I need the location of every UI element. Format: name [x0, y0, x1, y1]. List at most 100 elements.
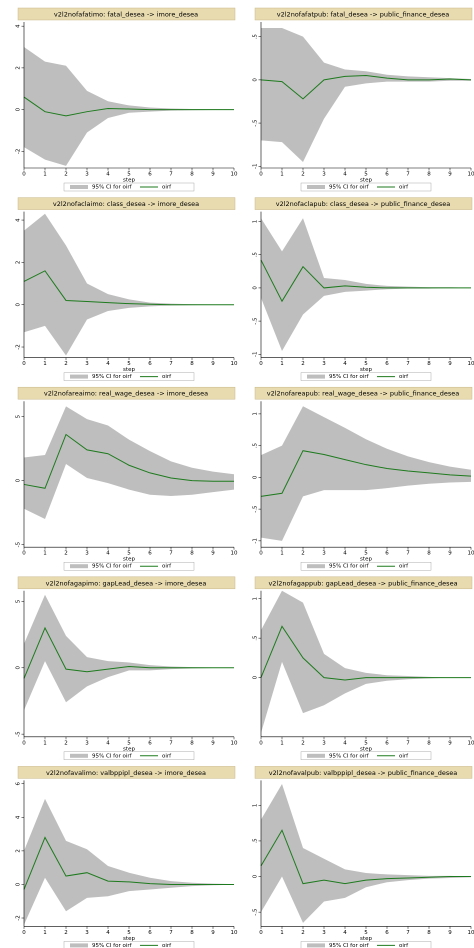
legend-label: 95% CI for oirf [92, 564, 133, 570]
legend-label: oirf [399, 374, 409, 380]
legend-box [63, 941, 195, 948]
x-tick-label: 3 [85, 172, 89, 178]
title-bar [254, 197, 473, 210]
legend-label: oirf [399, 564, 409, 570]
x-tick-label: 7 [406, 740, 410, 746]
x-tick-label: 9 [211, 930, 215, 936]
legend-swatch [70, 185, 88, 189]
x-tick-label: 9 [448, 740, 452, 746]
y-tick-label: .5 [253, 252, 259, 258]
y-tick-label: 2 [16, 261, 22, 265]
x-tick-label: 2 [64, 172, 68, 178]
x-tick-label: 5 [364, 930, 368, 936]
x-tick-label: 10 [468, 551, 474, 557]
x-tick-label: 4 [343, 740, 347, 746]
x-tick-label: 6 [148, 740, 152, 746]
x-axis-label: step [360, 936, 372, 942]
x-tick-label: 8 [427, 172, 431, 178]
x-tick-label: 10 [468, 172, 474, 178]
legend-label: 95% CI for oirf [329, 943, 370, 948]
x-tick-label: 4 [343, 551, 347, 557]
legend-box [300, 941, 432, 948]
oirf-line [260, 450, 472, 497]
x-tick-label: 5 [127, 172, 131, 178]
x-tick-label: 8 [427, 551, 431, 557]
x-tick-label: 10 [468, 361, 474, 367]
x-tick-label: 4 [106, 740, 110, 746]
legend-swatch [307, 374, 325, 379]
y-tick-label: -1 [253, 352, 259, 357]
legend-box [63, 182, 195, 192]
ci-band [261, 406, 471, 541]
x-axis-label: step [360, 746, 372, 752]
x-tick-label: 9 [448, 930, 452, 936]
x-tick-label: 3 [322, 551, 326, 557]
legend-label: oirf [162, 185, 172, 191]
legend-box [300, 562, 432, 571]
y-tick-label: -5 [16, 731, 22, 737]
y-tick-label: 1 [253, 804, 259, 808]
x-tick-label: 8 [190, 551, 194, 557]
y-tick-label: 0 [253, 675, 259, 679]
x-tick-label: 10 [231, 740, 238, 746]
x-tick-label: 0 [22, 172, 26, 178]
x-tick-label: 5 [364, 361, 368, 367]
y-tick-label: -.5 [253, 908, 259, 916]
x-tick-label: 7 [169, 172, 173, 178]
legend-swatch [70, 374, 88, 379]
oirf-line [23, 270, 234, 306]
x-tick-label: 5 [364, 172, 368, 178]
y-tick-label: -.5 [253, 317, 259, 325]
x-tick-label: 2 [64, 930, 68, 936]
x-tick-label: 10 [231, 172, 238, 178]
title-bar [254, 576, 473, 590]
chart-title: v2l2nofareapub: real_wage_desea -> publi… [267, 390, 460, 398]
x-tick-label: 0 [22, 361, 26, 367]
chart-title: v2l2nofavalimo: valbppipl_desea -> imore… [46, 769, 206, 777]
x-tick-label: 9 [211, 740, 215, 746]
legend-label: oirf [399, 943, 409, 948]
y-tick-label: .5 [253, 838, 259, 844]
y-tick-label: -1 [253, 538, 259, 543]
title-bar [254, 386, 473, 400]
chart-title: v2l2nofafatimo: fatal_desea -> imore_des… [54, 11, 198, 19]
x-tick-label: 1 [280, 930, 284, 936]
x-tick-label: 5 [364, 551, 368, 557]
x-tick-label: 1 [43, 361, 47, 367]
legend-label: 95% CI for oirf [92, 185, 133, 191]
x-tick-label: 6 [385, 172, 389, 178]
x-tick-label: 10 [468, 930, 474, 936]
chart-title: v2l2nofagappub: gapLead_desea -> public_… [268, 579, 457, 587]
x-tick-label: 6 [385, 740, 389, 746]
x-tick-label: 4 [106, 930, 110, 936]
x-tick-label: 0 [22, 930, 26, 936]
title-bar [17, 766, 236, 779]
x-tick-label: 8 [427, 361, 431, 367]
x-tick-label: 4 [343, 361, 347, 367]
x-tick-label: 2 [301, 740, 305, 746]
legend-box [63, 751, 195, 760]
x-tick-label: 2 [64, 361, 68, 367]
x-tick-label: 3 [322, 172, 326, 178]
y-tick-label: -.5 [253, 119, 259, 127]
y-tick-label: 1 [253, 597, 259, 601]
x-tick-label: 7 [169, 551, 173, 557]
x-tick-label: 8 [190, 361, 194, 367]
legend-label: oirf [162, 753, 172, 759]
x-tick-label: 7 [169, 361, 173, 367]
y-tick-label: -.5 [253, 505, 259, 513]
y-tick-label: 4 [16, 24, 22, 28]
x-axis-label: step [123, 557, 135, 563]
x-tick-label: 3 [85, 551, 89, 557]
x-tick-label: 2 [64, 551, 68, 557]
title-bar [254, 7, 473, 21]
x-axis-label: step [123, 936, 135, 942]
x-tick-label: 5 [127, 551, 131, 557]
ci-band [261, 28, 471, 162]
legend-swatch [70, 564, 88, 569]
y-tick-label: 4 [16, 218, 22, 222]
y-tick-label: 1 [253, 220, 259, 224]
chart-title: v2l2nofafatpub: fatal_desea -> public_fi… [277, 11, 449, 19]
legend-swatch [307, 943, 325, 948]
